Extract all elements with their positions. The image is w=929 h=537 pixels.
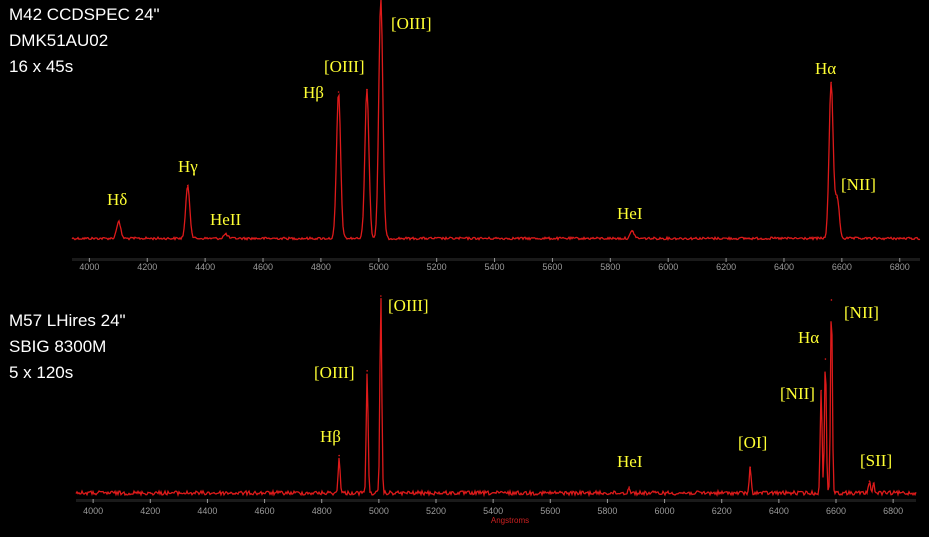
label-oiii-4959: [OIII] [324,57,365,76]
emission-line-peak [366,370,368,372]
label-oi: [OI] [738,433,767,452]
x-tick-label: 4000 [79,262,99,272]
emission-line-peak [830,299,833,301]
x-tick-label: 4400 [195,262,215,272]
emission-line-peak [366,88,368,91]
label-h-delta: Hδ [107,190,127,209]
x-tick-label: 5800 [597,506,617,516]
x-tick-label: 5400 [483,506,503,516]
emission-line-peak [338,454,340,457]
x-tick-label: 6800 [890,262,910,272]
x-tick-label: 5400 [485,262,505,272]
emission-line-peak [337,91,340,93]
panel-2-x-axis [76,499,916,502]
emission-line-peak [872,482,875,484]
x-tick-label: 4200 [140,506,160,516]
emission-line-peak [749,466,752,469]
x-tick-label: 6200 [712,506,732,516]
x-tick-label: 4600 [253,262,273,272]
label-sii: [SII] [860,451,892,470]
label-nii-6584: [NII] [844,303,879,322]
panel-1-info-line-2: DMK51AU02 [9,31,108,50]
x-tick-label: 6600 [826,506,846,516]
label-oiii-4959: [OIII] [314,363,355,382]
panel-1-spectrum-line [71,0,921,242]
emission-line-peak [868,480,871,482]
label-h-gamma: Hγ [178,157,198,176]
panel-2-line-labels: Hβ [OIII] [OIII] HeI [OI] [NII] Hα [NII]… [314,296,892,471]
x-tick-label: 6000 [655,506,675,516]
x-tick-label: 6400 [769,506,789,516]
x-tick-label: 4600 [255,506,275,516]
spectra-plot-layer: 4000 4200 4400 4600 4800 5000 5200 5400 5600 5800… [71,0,921,516]
emission-line-peak [824,358,827,360]
x-tick-label: 4000 [83,506,103,516]
panel-2-x-axis-label: Angstroms [491,516,529,525]
emission-line-peak [820,389,822,392]
panel-1-info: M42 CCDSPEC 24" DMK51AU02 16 x 45s [9,5,160,76]
emission-line-peak [224,233,227,235]
x-tick-label: 5000 [369,262,389,272]
panel-2-info-line-3: 5 x 120s [9,363,73,382]
x-tick-label: 6800 [883,506,903,516]
label-nii-6548: [NII] [780,384,815,403]
label-he-ii: HeII [210,210,241,229]
x-tick-label: 4800 [312,506,332,516]
panel-1-line-labels: Hδ Hγ HeII Hβ [OIII] [OIII] HeI Hα [NII] [107,14,876,229]
label-h-alpha: Hα [815,59,836,78]
panel-2-info-line-2: SBIG 8300M [9,337,106,356]
label-h-beta: Hβ [303,83,324,102]
panel-2-spectrum-line [75,298,917,498]
panel-1-x-axis [72,258,920,261]
emission-line-peak [836,196,839,199]
x-tick-label: 4400 [197,506,217,516]
emission-line-peak [186,184,189,187]
label-h-beta: Hβ [320,427,341,446]
panel-1-info-line-3: 16 x 45s [9,57,73,76]
x-tick-label: 6000 [658,262,678,272]
x-tick-label: 5200 [426,506,446,516]
x-tick-label: 5800 [600,262,620,272]
panel-2-chart: 4000 4200 4400 4600 4800 5000 5200 5400 5600 5800… [75,295,917,516]
x-tick-label: 6400 [774,262,794,272]
x-tick-label: 5600 [540,506,560,516]
emission-line-peak [117,220,120,223]
x-tick-label: 6600 [832,262,852,272]
x-tick-label: 4200 [137,262,157,272]
label-he-i: HeI [617,452,643,471]
label-oiii-5007: [OIII] [391,14,432,33]
panel-2-info-line-1: M57 LHires 24" [9,311,126,330]
emission-line-peak [628,486,630,488]
label-h-alpha: Hα [798,328,819,347]
x-tick-label: 5000 [369,506,389,516]
label-he-i: HeI [617,204,643,223]
emission-line-peak [631,230,634,232]
x-tick-label: 5200 [427,262,447,272]
x-tick-label: 6200 [716,262,736,272]
panel-2-info: M57 LHires 24" SBIG 8300M 5 x 120s [9,311,126,382]
emission-line-peak [380,295,382,297]
label-nii-6584: [NII] [841,175,876,194]
panel-1-info-line-1: M42 CCDSPEC 24" [9,5,160,24]
panel-1-chart: 4000 4200 4400 4600 4800 5000 5200 5400 5600 5800… [71,0,921,272]
x-tick-label: 4800 [311,262,331,272]
x-tick-label: 5600 [542,262,562,272]
emission-line-peak [830,81,832,84]
label-oiii-5007: [OIII] [388,296,429,315]
